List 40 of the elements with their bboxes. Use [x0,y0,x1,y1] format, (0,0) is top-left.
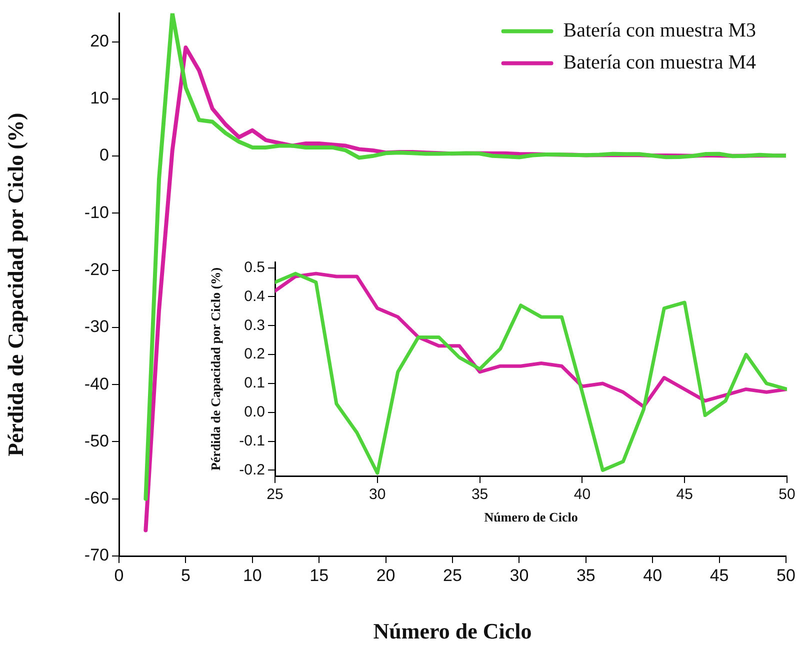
x-tick-label: 45 [676,486,693,504]
x-tick-label: 25 [443,566,462,585]
y-tick-label: -30 [84,317,109,336]
y-tick-label: 0.3 [244,316,265,334]
x-axis-title: Número de Ciclo [484,510,578,525]
x-tick-label: 5 [180,566,190,585]
x-tick-label: 15 [310,566,329,585]
y-tick-label: -10 [84,202,109,222]
x-tick-label: 35 [576,566,596,585]
y-tick-label: 0.1 [244,374,265,392]
y-tick-label: -0.2 [239,461,265,478]
y-tick-label: 0.2 [244,346,265,363]
y-axis-title: Pérdida de Capacidad por Ciclo (%) [208,267,224,471]
y-axis-title: Pérdida de Capacidad por Ciclo (%) [2,112,28,456]
y-tick-label: -70 [84,546,109,565]
x-tick-label: 45 [710,566,729,585]
x-tick-label: 20 [376,566,396,585]
y-tick-label: -40 [84,374,109,394]
x-tick-label: 30 [369,486,386,504]
x-tick-label: 40 [574,486,591,504]
y-tick-label: 0 [100,146,109,165]
y-tick-label: 10 [90,88,109,108]
x-tick-label: 35 [471,486,488,504]
y-tick-label: 0.4 [244,288,265,305]
x-tick-label: 50 [778,486,796,504]
x-tick-label: 40 [643,566,662,585]
x-axis-title: Número de Ciclo [373,618,532,644]
y-tick-label: -0.1 [239,432,265,450]
x-tick-label: 50 [776,566,796,585]
y-tick-label: 20 [90,31,109,50]
y-tick-label: 0.0 [244,404,265,421]
legend-label: Batería con muestra M3 [563,19,756,42]
x-tick-label: 25 [266,486,284,504]
y-tick-label: -50 [84,431,109,450]
x-tick-label: 30 [510,566,529,585]
y-tick-label: -60 [84,488,109,508]
y-tick-label: -20 [84,260,109,280]
legend-label: Batería con muestra M4 [563,51,756,74]
y-tick-label: 0.5 [244,258,265,276]
x-tick-label: 0 [114,566,124,585]
